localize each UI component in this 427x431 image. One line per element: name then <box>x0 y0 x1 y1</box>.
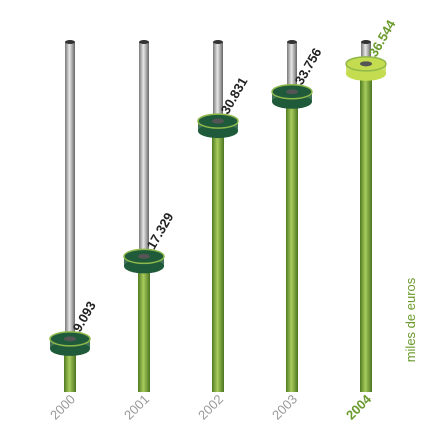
gray-pole <box>287 42 297 96</box>
bar <box>360 67 372 393</box>
bar <box>138 260 150 392</box>
gray-pole <box>65 42 75 343</box>
pole-cap <box>65 40 75 44</box>
disk-hole <box>212 118 224 124</box>
disk-hole <box>286 89 298 95</box>
disk-hole <box>138 253 150 259</box>
x-tick-label: 2000 <box>47 392 78 423</box>
x-tick-label: 2003 <box>269 392 300 423</box>
unit-label: miles de euros <box>403 277 418 362</box>
pole-cap <box>361 40 371 44</box>
pole-cap <box>139 40 149 44</box>
gray-pole <box>139 42 149 261</box>
x-tick-label: 2001 <box>121 392 152 423</box>
x-tick-label: 2004 <box>343 391 375 423</box>
bar <box>286 95 298 392</box>
gray-pole <box>213 42 223 126</box>
disk-hole <box>360 61 372 67</box>
gray-pole <box>361 42 371 68</box>
x-tick-label: 2002 <box>195 392 226 423</box>
bar <box>212 125 224 393</box>
pole-cap <box>213 40 223 44</box>
disk-hole <box>64 336 76 342</box>
pole-cap <box>287 40 297 44</box>
value-label: 36.544 <box>366 17 399 60</box>
